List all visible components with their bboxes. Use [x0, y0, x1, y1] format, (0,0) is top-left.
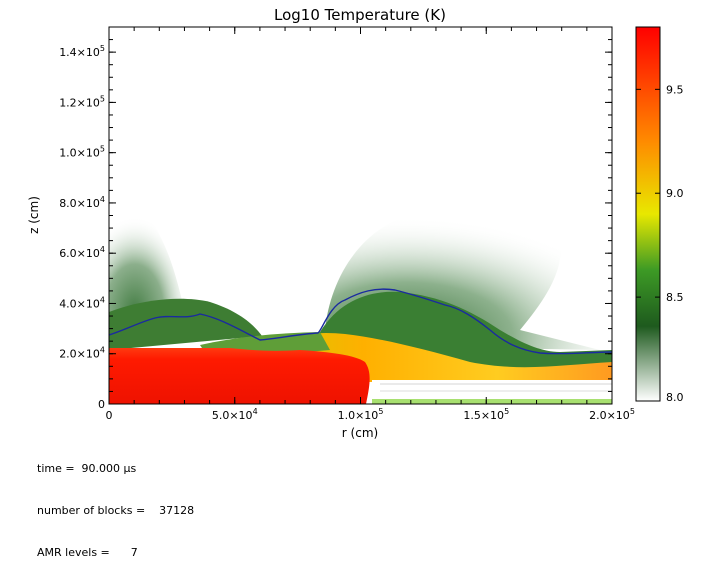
time-readout: time = 90.000 µs: [37, 462, 137, 475]
hot-slab: [109, 348, 370, 404]
colorbar-tick-label: 9.0: [666, 187, 684, 200]
y-tick-label: 8.0×104: [59, 195, 105, 210]
y-axis-label: z (cm): [27, 196, 41, 234]
y-tick-label: 1.0×105: [59, 145, 105, 160]
y-tick-label: 0: [98, 398, 105, 411]
x-tick-label: 1.5×105: [463, 407, 509, 422]
x-axis-ticks: 0 5.0×104 1.0×105 1.5×105 2.0×105: [106, 27, 635, 422]
y-tick-label: 1.2×105: [59, 94, 105, 109]
y-tick-label: 2.0×104: [59, 346, 105, 361]
left-green-shell: [109, 298, 262, 350]
x-tick-label: 1.0×105: [338, 407, 384, 422]
y-axis-ticks: 0 2.0×104 4.0×104 6.0×104 8.0×104 1.0×105 1.2×…: [59, 26, 612, 411]
colorbar-tick-label: 9.5: [666, 83, 684, 96]
chart: Log10 Temperature (K) 0 5.0×104 1.0×105 1.5…: [27, 6, 684, 440]
ground-strip: [372, 399, 612, 404]
y-tick-label: 1.4×105: [59, 44, 105, 59]
y-tick-label: 4.0×104: [59, 295, 105, 310]
amr-levels-readout: AMR levels = 7: [37, 546, 138, 559]
y-tick-label: 6.0×104: [59, 245, 105, 260]
blocks-readout: number of blocks = 37128: [37, 504, 195, 517]
colorbar: [635, 26, 661, 402]
chart-title: Log10 Temperature (K): [274, 6, 446, 24]
colorbar-ticks: 8.0 8.5 9.0 9.5: [636, 83, 684, 404]
x-tick-label: 2.0×105: [589, 407, 635, 422]
x-tick-label: 5.0×104: [212, 407, 258, 422]
x-tick-label: 0: [106, 409, 113, 422]
x-axis-label: r (cm): [342, 426, 378, 440]
plot-area: [109, 27, 612, 404]
colorbar-tick-label: 8.0: [666, 391, 684, 404]
contour-line: [109, 288, 612, 355]
simulation-info: time = 90.000 µs number of blocks = 3712…: [37, 434, 194, 574]
colorbar-tick-label: 8.5: [666, 291, 684, 304]
